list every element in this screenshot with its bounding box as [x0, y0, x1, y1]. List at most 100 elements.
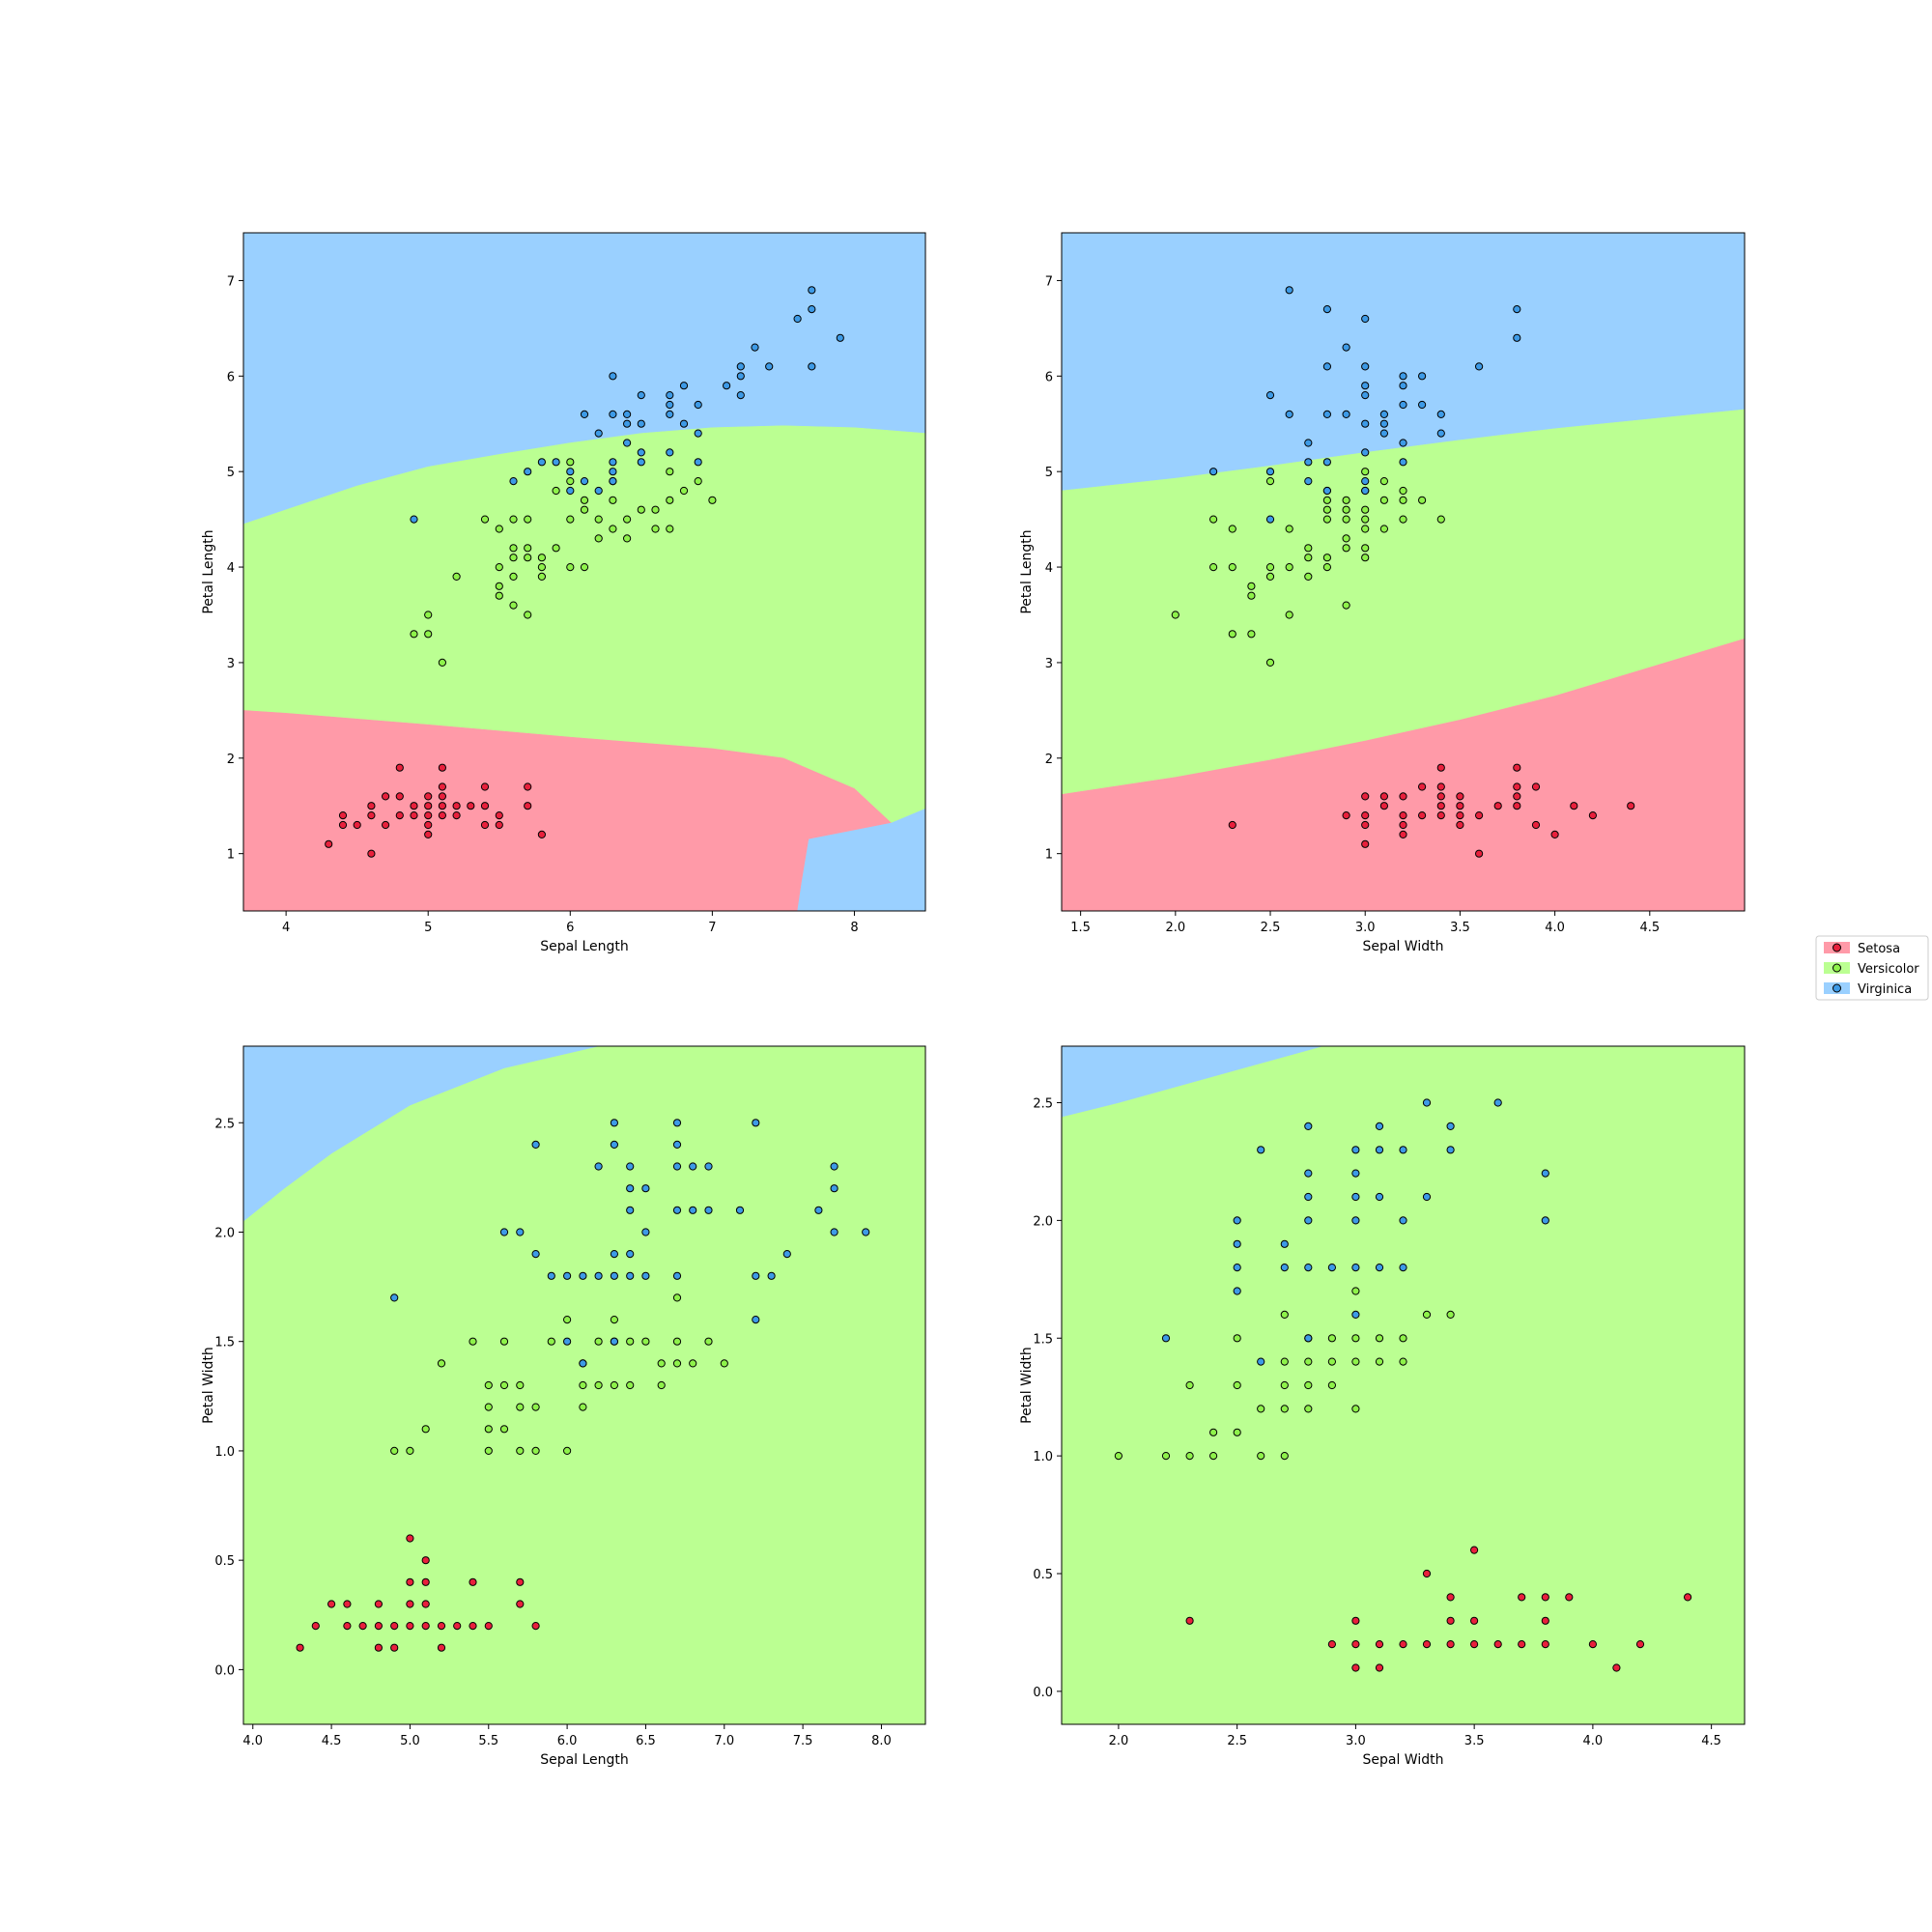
y-axis-label: Petal Width: [201, 1347, 216, 1424]
data-point: [657, 1380, 666, 1390]
data-point: [1304, 458, 1313, 467]
data-point: [1342, 601, 1350, 610]
data-point: [469, 1337, 477, 1346]
data-point: [1280, 1405, 1289, 1413]
data-point: [452, 811, 461, 820]
data-point: [736, 362, 745, 371]
data-point: [1541, 1640, 1549, 1649]
data-point: [480, 515, 490, 524]
data-point: [1627, 802, 1635, 810]
data-point: [1342, 343, 1350, 352]
data-point: [637, 419, 645, 428]
data-point: [1265, 658, 1275, 668]
data-point: [1304, 554, 1313, 562]
data-point: [1280, 1310, 1289, 1320]
data-point: [594, 1162, 603, 1171]
data-point: [516, 1228, 525, 1236]
data-point: [516, 1577, 525, 1586]
data-point: [531, 1140, 540, 1150]
data-point: [1257, 1405, 1265, 1413]
data-point: [1228, 820, 1236, 830]
data-point: [720, 1359, 728, 1368]
data-point: [1351, 1287, 1360, 1295]
data-point: [1470, 1616, 1479, 1625]
data-point: [495, 811, 503, 820]
data-point: [1361, 362, 1370, 371]
data-point: [704, 1206, 713, 1214]
data-point: [1399, 400, 1407, 410]
decision-region-versicolor: [1062, 1046, 1745, 1724]
data-point: [610, 1337, 619, 1346]
data-point: [566, 486, 575, 496]
data-point: [566, 477, 575, 486]
y-tick-label: 6: [1045, 370, 1053, 384]
y-axis-label: Petal Length: [201, 529, 216, 613]
data-point: [537, 563, 547, 572]
data-point: [1322, 410, 1332, 418]
data-point: [623, 419, 632, 428]
x-tick-label: 6: [566, 921, 574, 935]
data-point: [1588, 811, 1598, 820]
data-point: [1327, 1640, 1337, 1649]
x-axis-label: Sepal Length: [540, 1752, 629, 1768]
data-point: [367, 849, 376, 858]
data-point: [467, 802, 475, 810]
data-point: [723, 382, 731, 390]
data-point: [1185, 1616, 1194, 1625]
data-point: [1418, 811, 1427, 820]
data-point: [495, 582, 503, 590]
data-point: [495, 591, 503, 600]
data-point: [862, 1228, 870, 1236]
data-point: [469, 1622, 477, 1631]
data-point: [579, 1271, 587, 1280]
data-point: [1456, 802, 1464, 810]
legend-item-setosa: Setosa: [1824, 942, 1900, 956]
data-point: [836, 333, 844, 342]
data-point: [1446, 1310, 1455, 1320]
data-point: [452, 572, 461, 582]
data-point: [531, 1403, 540, 1411]
data-point: [1304, 1216, 1313, 1225]
data-point: [524, 515, 532, 524]
data-point: [1322, 505, 1332, 514]
data-point: [623, 439, 632, 447]
data-point: [672, 1293, 682, 1302]
data-point: [1351, 1310, 1360, 1320]
data-point: [437, 1622, 446, 1631]
data-point: [1513, 763, 1521, 772]
data-point: [672, 1206, 682, 1214]
data-point: [566, 458, 575, 467]
x-tick-label: 2.0: [1165, 921, 1185, 935]
data-point: [1361, 314, 1370, 324]
data-point: [566, 563, 575, 572]
data-point: [1361, 811, 1370, 820]
data-point: [1470, 1640, 1479, 1649]
data-point: [509, 515, 518, 524]
x-tick-label: 4.0: [1545, 921, 1565, 935]
data-point: [421, 1622, 430, 1631]
data-point: [563, 1316, 572, 1324]
decision-region-virginica: [797, 808, 925, 911]
data-point: [1342, 496, 1350, 504]
data-point: [1361, 515, 1370, 524]
data-point: [1322, 554, 1332, 562]
data-point: [438, 811, 446, 820]
x-tick-label: 4.5: [1701, 1734, 1721, 1748]
data-point: [1327, 1264, 1337, 1272]
data-point: [1265, 572, 1275, 582]
data-point: [1375, 1122, 1384, 1131]
x-tick-label: 7.5: [793, 1734, 813, 1748]
data-point: [1541, 1169, 1549, 1178]
data-point: [1361, 554, 1370, 562]
data-point: [499, 1228, 509, 1236]
data-point: [1493, 802, 1502, 810]
data-point: [1361, 468, 1370, 476]
x-axis-label: Sepal Width: [1363, 1752, 1444, 1768]
y-tick-label: 0.5: [1033, 1568, 1053, 1582]
x-tick-label: 3.0: [1355, 921, 1376, 935]
data-point: [452, 802, 461, 810]
data-point: [1280, 1452, 1289, 1461]
y-tick-label: 1.5: [1033, 1332, 1053, 1347]
data-point: [594, 515, 603, 524]
data-point: [566, 515, 575, 524]
